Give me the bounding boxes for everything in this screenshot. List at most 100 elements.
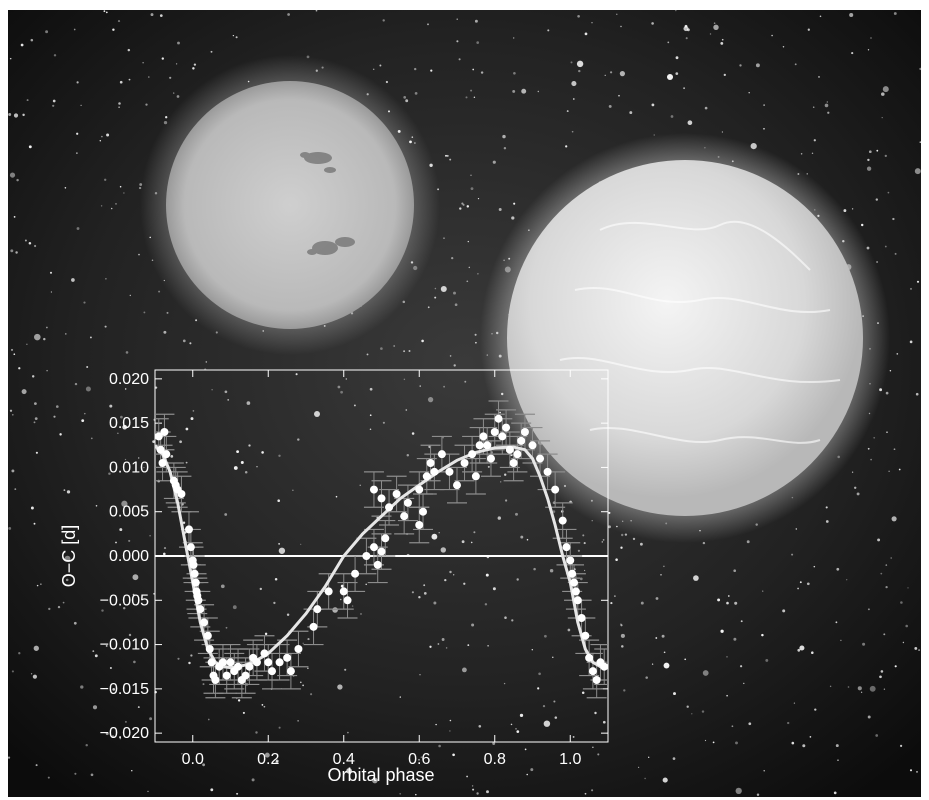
background-star — [470, 174, 472, 176]
background-star — [524, 748, 527, 751]
background-star — [382, 421, 385, 424]
background-star — [453, 364, 456, 367]
background-star — [365, 583, 367, 586]
background-star — [717, 598, 721, 602]
data-point — [381, 534, 390, 543]
data-point — [190, 569, 199, 578]
background-star — [492, 742, 496, 745]
background-star — [105, 732, 109, 736]
background-star — [372, 68, 375, 71]
background-star — [246, 401, 251, 405]
background-star — [726, 694, 728, 697]
background-star — [207, 718, 210, 721]
data-point — [568, 569, 577, 578]
background-star — [34, 244, 37, 248]
background-star — [188, 661, 191, 665]
background-star — [344, 668, 347, 671]
background-star — [504, 473, 507, 476]
background-star — [571, 81, 577, 87]
background-star — [503, 146, 507, 150]
background-star — [233, 466, 238, 470]
background-star — [667, 41, 670, 44]
background-star — [579, 577, 583, 581]
background-star — [875, 734, 879, 737]
background-star — [414, 67, 417, 71]
background-star — [470, 541, 473, 544]
background-star — [869, 685, 876, 692]
background-star — [824, 103, 829, 108]
background-star — [464, 380, 467, 383]
background-star — [112, 28, 115, 31]
background-star — [124, 720, 127, 723]
background-star — [655, 637, 658, 639]
background-star — [793, 702, 796, 704]
background-star — [900, 601, 903, 604]
background-star — [771, 34, 773, 37]
background-star — [11, 413, 14, 416]
background-star — [30, 673, 33, 675]
background-star — [360, 613, 362, 615]
background-star — [662, 777, 668, 783]
background-star — [883, 633, 886, 636]
background-star — [504, 499, 508, 502]
x-tick-label: 0.4 — [333, 751, 355, 768]
background-star — [637, 766, 640, 769]
background-star — [604, 74, 606, 76]
background-star — [372, 777, 378, 784]
data-point — [200, 618, 209, 627]
background-star — [849, 12, 854, 18]
y-tick-label: 0.005 — [109, 504, 149, 521]
background-star — [105, 11, 108, 14]
background-star — [866, 166, 872, 171]
background-star — [701, 710, 705, 713]
background-star — [295, 373, 298, 376]
background-star — [567, 628, 571, 632]
data-point — [241, 671, 250, 680]
background-star — [472, 68, 475, 71]
background-star — [914, 646, 918, 650]
background-star — [30, 506, 34, 510]
background-star — [76, 227, 80, 230]
background-star — [894, 665, 897, 668]
background-star — [182, 339, 186, 343]
background-star — [644, 777, 646, 780]
background-star — [143, 311, 146, 314]
background-star — [889, 369, 892, 372]
data-point — [486, 454, 495, 463]
background-star — [713, 24, 719, 30]
background-star — [115, 202, 117, 205]
background-star — [765, 658, 769, 662]
background-star — [85, 743, 88, 747]
background-star — [28, 242, 32, 245]
data-point — [585, 653, 594, 662]
background-star — [809, 736, 812, 738]
background-star — [452, 753, 455, 757]
background-star — [273, 601, 276, 605]
background-star — [511, 216, 515, 220]
background-star — [873, 436, 876, 439]
background-star — [542, 705, 546, 708]
background-star — [902, 641, 905, 644]
background-star — [672, 757, 676, 760]
data-point — [468, 450, 477, 459]
background-star — [63, 489, 66, 492]
background-star — [36, 584, 39, 587]
background-star — [442, 436, 444, 439]
background-star — [800, 153, 803, 155]
background-star — [123, 192, 125, 194]
background-star — [620, 546, 623, 549]
background-star — [663, 662, 670, 669]
background-star — [504, 616, 507, 619]
background-star — [544, 634, 547, 638]
background-star — [795, 528, 798, 530]
background-star — [26, 99, 29, 102]
data-point — [373, 560, 382, 569]
background-star — [124, 458, 127, 461]
background-star — [297, 720, 299, 722]
background-star — [846, 579, 848, 581]
data-point — [369, 485, 378, 494]
background-star — [591, 789, 594, 792]
background-star — [32, 674, 38, 679]
background-star — [543, 720, 551, 727]
background-star — [192, 410, 195, 412]
